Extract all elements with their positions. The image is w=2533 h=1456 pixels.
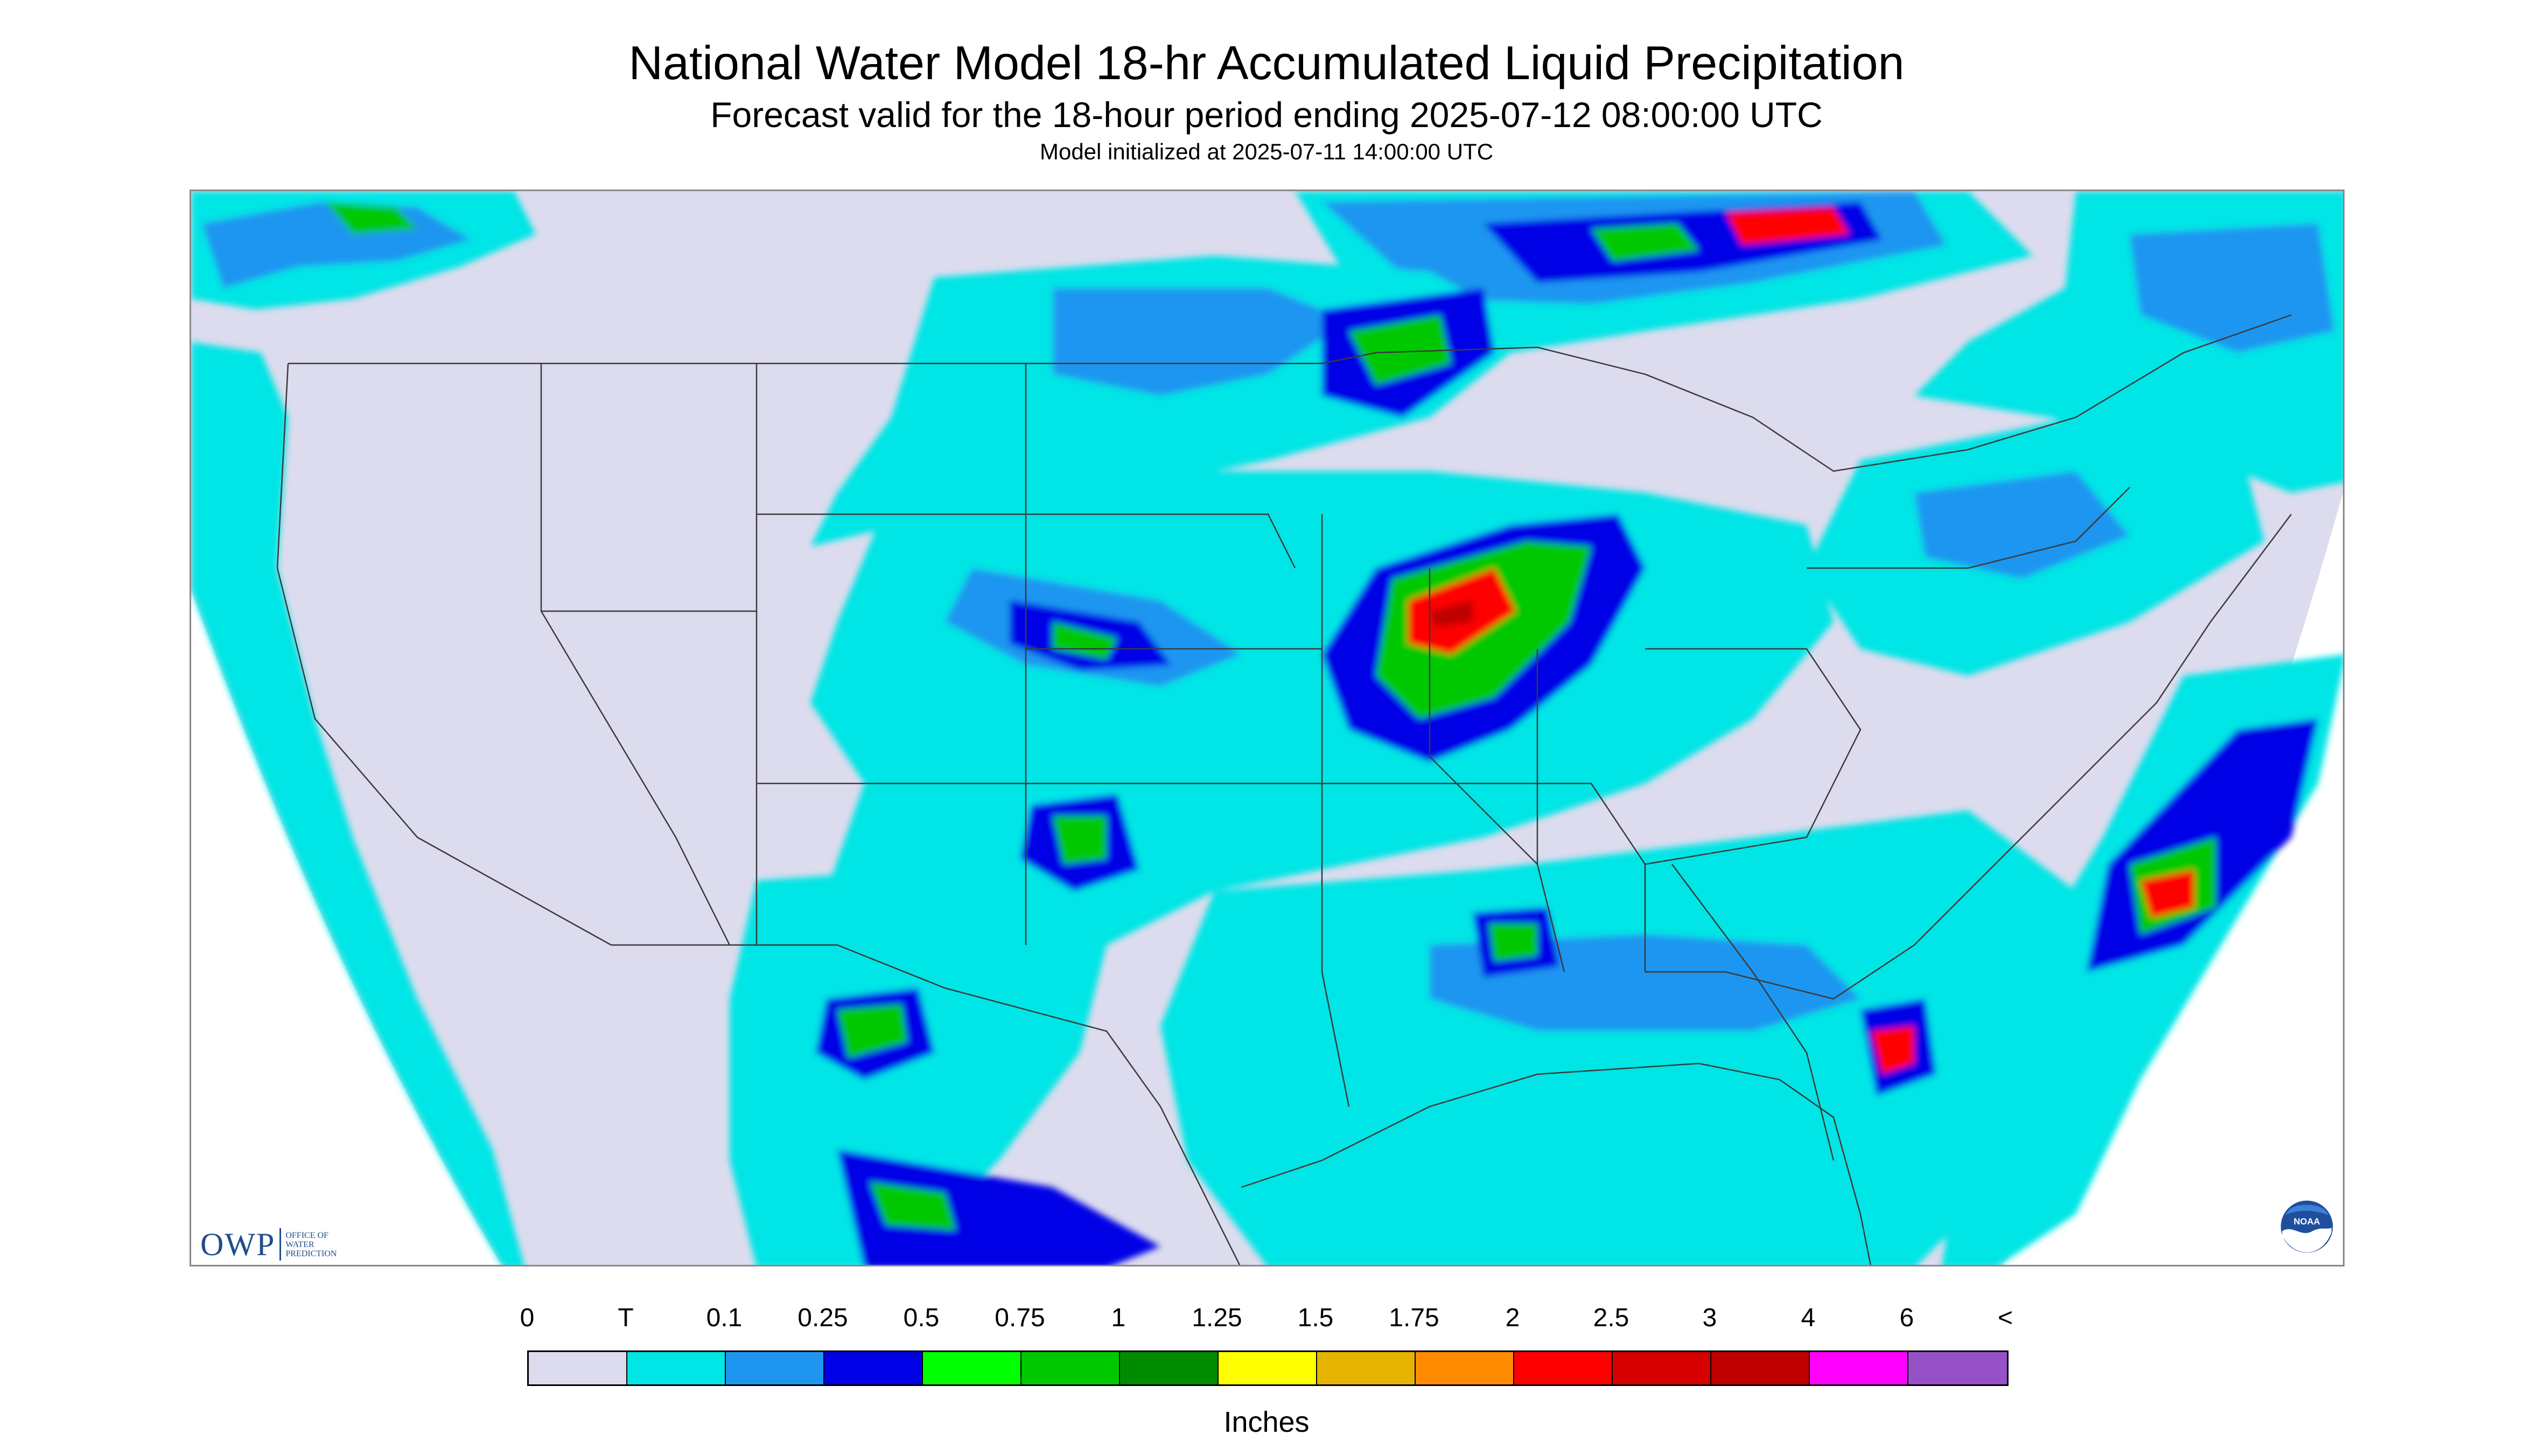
legend-tick-label: 3	[1702, 1304, 1717, 1332]
legend-tick-label: 1.25	[1192, 1304, 1242, 1332]
legend-tick-label: 6	[1899, 1304, 1914, 1332]
state-border	[540, 363, 731, 946]
precip-area-heavy	[326, 202, 417, 234]
owp-logo-divider	[279, 1228, 282, 1261]
legend-swatch	[1711, 1352, 1810, 1384]
precip-area-moderate	[1053, 288, 1349, 396]
legend-tick-label: 2.5	[1593, 1304, 1629, 1332]
legend-tick-label: 0	[520, 1304, 535, 1332]
legend-tick-label: 0.25	[797, 1304, 848, 1332]
legend-tick-label: 1.75	[1389, 1304, 1439, 1332]
legend-tick-label: <	[1997, 1304, 2013, 1332]
precip-area-light	[191, 342, 524, 1265]
legend-swatch	[726, 1352, 824, 1384]
precip-area-extreme	[1726, 207, 1850, 245]
legend-swatch	[1120, 1352, 1219, 1384]
legend-swatch	[1514, 1352, 1613, 1384]
color-legend	[527, 1350, 2009, 1386]
state-border	[1645, 971, 1834, 1000]
legend-swatch	[1908, 1352, 2007, 1384]
legend-swatch	[627, 1352, 726, 1384]
precip-area-severe	[1430, 600, 1473, 627]
legend-tick-label: T	[618, 1304, 634, 1332]
state-border	[1671, 864, 1835, 1161]
precipitation-map-svg	[191, 191, 2343, 1265]
precip-area-intense	[837, 1004, 907, 1058]
country-border	[611, 944, 1241, 1265]
legend-tick-label: 0.75	[995, 1304, 1045, 1332]
owp-logo-subtext-line: PREDICTION	[285, 1249, 337, 1258]
country-border	[288, 314, 2292, 472]
owp-logo-mark: OWP	[200, 1226, 276, 1262]
state-border	[1807, 487, 2130, 569]
precip-area-intense	[870, 1182, 956, 1230]
precip-area-light	[730, 864, 1107, 1265]
legend-swatch	[923, 1352, 1021, 1384]
legend-tick-label: 2	[1505, 1304, 1520, 1332]
precip-area-intense	[1053, 622, 1117, 660]
coastline	[1833, 514, 2292, 1000]
map-subtitle: Forecast valid for the 18-hour period en…	[710, 95, 1823, 135]
legend-swatch	[529, 1352, 627, 1384]
state-border	[276, 363, 612, 946]
legend-tick-label: 0.5	[903, 1304, 940, 1332]
legend-swatch	[1613, 1352, 1711, 1384]
legend-tick-label: 4	[1801, 1304, 1816, 1332]
precip-area-light	[1160, 810, 2076, 1265]
noaa-logo-icon: NOAA	[2279, 1199, 2335, 1255]
precip-area-intense	[1489, 923, 1537, 961]
state-border	[1321, 514, 1350, 1107]
legend-swatch	[1317, 1352, 1416, 1384]
owp-logo-subtext-line: WATER	[285, 1240, 314, 1249]
precip-area-extreme	[2140, 870, 2194, 918]
precipitation-map	[190, 190, 2345, 1266]
precip-area-heavy	[837, 1150, 1160, 1265]
precip-area-moderate	[2130, 223, 2334, 353]
map-title: National Water Model 18-hr Accumulated L…	[628, 36, 1905, 89]
model-init-text: Model initialized at 2025-07-11 14:00:00…	[1039, 139, 1494, 164]
owp-logo: OWP OFFICE OF WATER PREDICTION	[200, 1226, 350, 1263]
state-border	[1025, 363, 1296, 569]
noaa-logo-text: NOAA	[2294, 1216, 2320, 1227]
state-border	[1429, 568, 1538, 865]
legend-swatch	[1810, 1352, 1908, 1384]
state-border	[1026, 648, 1323, 785]
legend-swatch	[1416, 1352, 1514, 1384]
owp-logo-subtext: OFFICE OF WATER PREDICTION	[285, 1231, 350, 1258]
coastline	[1241, 1062, 1872, 1265]
precip-area-intense	[1591, 223, 1699, 261]
legend-swatch	[824, 1352, 923, 1384]
legend-tick-label: 1.5	[1297, 1304, 1334, 1332]
legend-swatch	[1219, 1352, 1317, 1384]
legend-tick-label: 0.1	[706, 1304, 743, 1332]
legend-tick-label: 1	[1111, 1304, 1126, 1332]
precip-area-extreme	[1871, 1026, 1914, 1074]
state-border	[1645, 648, 1862, 865]
owp-logo-subtext-line: OFFICE OF	[285, 1230, 328, 1240]
legend-swatch	[1021, 1352, 1120, 1384]
legend-units: Inches	[1223, 1406, 1310, 1438]
precip-area-intense	[1053, 816, 1107, 864]
precip-area-intense	[1349, 315, 1451, 385]
precip-area-moderate	[1914, 471, 2130, 579]
